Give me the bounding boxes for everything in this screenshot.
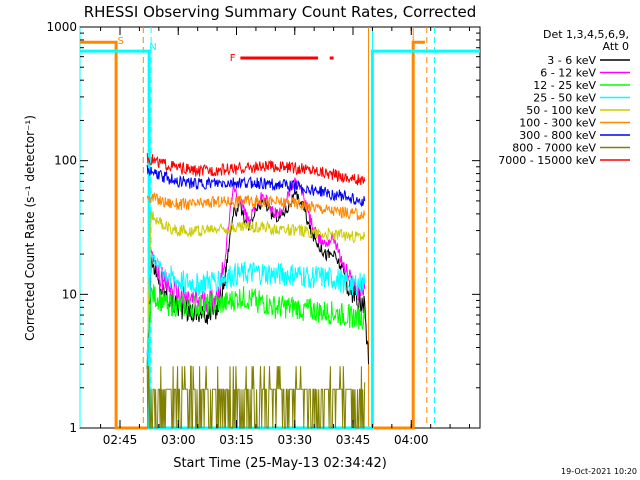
series-line-6	[146, 164, 366, 208]
legend-label-4: 50 - 100 keV	[526, 104, 596, 117]
footer-timestamp: 19-Oct-2021 10:20	[561, 467, 637, 476]
marker-label-0: S	[118, 36, 124, 47]
y-tick-label-0: 1	[69, 421, 77, 435]
legend-header-1: Att 0	[603, 40, 629, 53]
y-tick-label-2: 100	[54, 154, 77, 168]
marker-label-1: N	[149, 42, 156, 53]
series-line-2	[146, 284, 366, 369]
legend-label-7: 800 - 7000 keV	[512, 142, 596, 155]
series-line-1	[146, 177, 366, 356]
x-tick-label-3: 03:30	[277, 433, 312, 447]
x-tick-label-1: 03:00	[161, 433, 196, 447]
marker-label-2: F	[230, 53, 236, 64]
series-layer	[146, 153, 369, 429]
legend-label-8: 7000 - 15000 keV	[498, 154, 596, 167]
series-line-8	[146, 153, 366, 186]
markers-layer: S N F	[118, 36, 334, 64]
legend-label-2: 12 - 25 keV	[533, 79, 596, 92]
legend-label-0: 3 - 6 keV	[547, 54, 596, 67]
y-axis: 1 10 100 1000	[46, 20, 480, 435]
series-line-3	[146, 252, 366, 356]
y-axis-label: Corrected Count Rate (s⁻¹ detector⁻¹)	[23, 115, 37, 341]
x-tick-label-4: 03:45	[336, 433, 371, 447]
x-axis: 02:45 03:00 03:15 03:30 03:45 04:00	[100, 27, 471, 447]
series-line-5	[146, 192, 366, 221]
x-tick-label-2: 03:15	[219, 433, 254, 447]
x-tick-label-0: 02:45	[103, 433, 138, 447]
chart-title: RHESSI Observing Summary Count Rates, Co…	[84, 3, 477, 21]
y-tick-label-1: 10	[62, 287, 77, 301]
step-line-1	[80, 49, 480, 430]
legend-label-6: 300 - 800 keV	[519, 129, 596, 142]
legend-label-5: 100 - 300 keV	[519, 117, 596, 130]
legend-label-3: 25 - 50 keV	[533, 92, 596, 105]
legend-header-0: Det 1,3,4,5,6,9,	[543, 28, 629, 41]
y-tick-label-3: 1000	[46, 20, 77, 34]
legend-label-1: 6 - 12 keV	[540, 67, 596, 80]
x-tick-label-5: 04:00	[394, 433, 429, 447]
plot-area: S N F	[79, 26, 481, 430]
x-axis-label: Start Time (25-May-13 02:34:42)	[173, 456, 387, 471]
series-line-4	[146, 210, 366, 344]
